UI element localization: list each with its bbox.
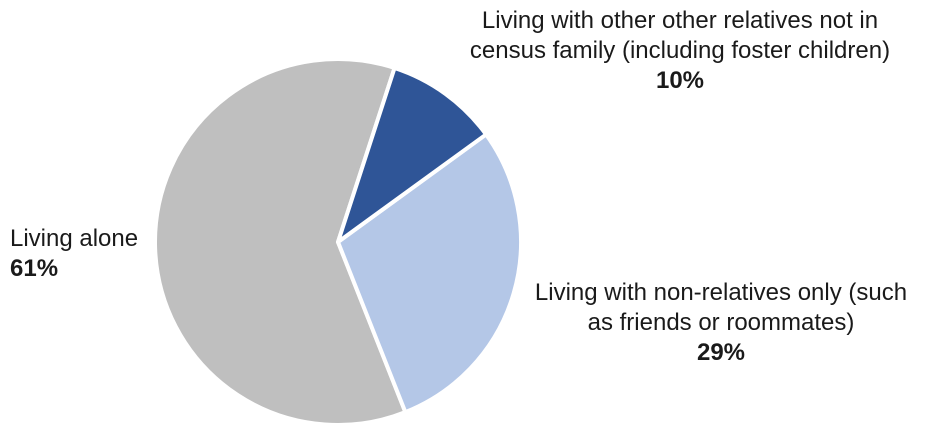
slice-value-other-relatives: 10%	[655, 67, 705, 94]
pie-slice-non-relatives	[336, 132, 523, 415]
slice-label-other-relatives: Living with other other relatives not in…	[418, 6, 938, 96]
slice-label-text-other-relatives-line-1: Living with other other relatives not in	[481, 7, 879, 34]
pie-slice-living-alone	[152, 57, 408, 424]
slice-label-non-relatives: Living with non-relatives only (such as …	[500, 278, 938, 368]
slice-label-living-alone: Living alone 61%	[10, 224, 138, 284]
slice-label-text-other-relatives-line-2: census family (including foster children…	[469, 37, 891, 64]
slice-value-non-relatives: 29%	[696, 339, 746, 366]
slice-label-text-non-relatives-line-2: as friends or roommates)	[587, 309, 855, 336]
slice-label-text-living-alone: Living alone	[10, 225, 139, 252]
slice-value-living-alone: 61%	[10, 255, 59, 282]
slice-label-text-non-relatives-line-1: Living with non-relatives only (such	[534, 279, 908, 306]
pie-slice-other-relatives	[336, 65, 489, 244]
